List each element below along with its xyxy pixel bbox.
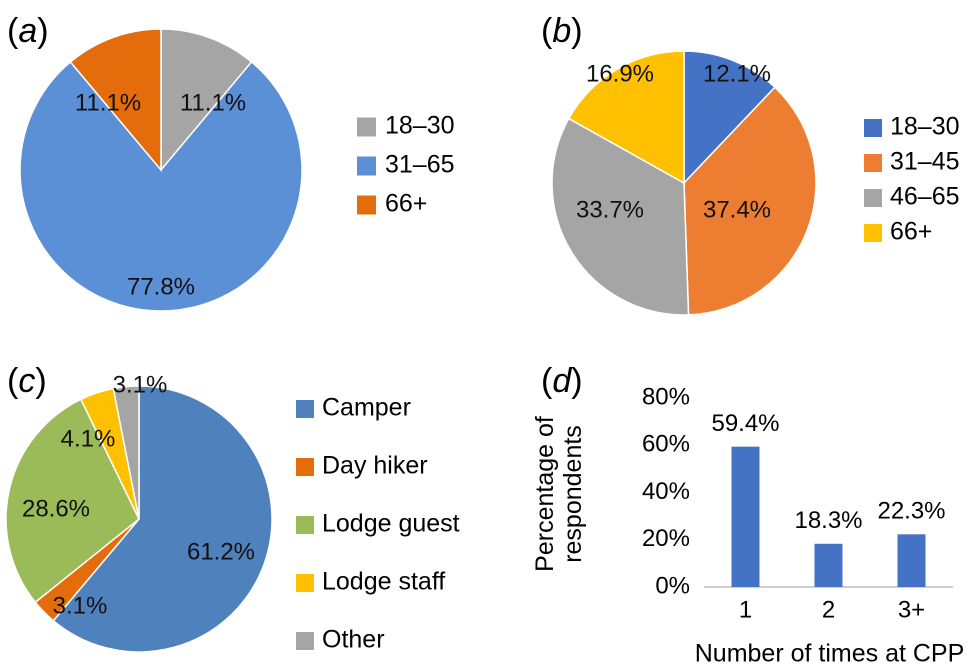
panel-a-letter: a (18, 12, 37, 50)
y-tick-label: 0% (655, 572, 690, 599)
slice-label-66: 11.1% (75, 89, 141, 116)
legend-swatch-46-65 (864, 189, 882, 207)
panel-a-label: (a) (7, 12, 49, 50)
bar-1 (731, 446, 760, 587)
panel-c: (c) 61.2% 3.1% 28.6% 4.1% 3.1% Camper Day hik… (5, 362, 460, 654)
panel-a: (a) 11.1% 77.8% 11.1% 18–30 31–65 66+ (7, 12, 455, 312)
slice-label-66: 16.9% (586, 60, 654, 87)
legend-label-lodge-staff: Lodge staff (322, 568, 445, 596)
pie-slice-66 (567, 50, 685, 185)
legend-label-66: 66+ (385, 190, 427, 218)
legend-label-lodge-guest: Lodge guest (322, 510, 460, 538)
slice-label-46-65: 33.7% (576, 196, 644, 223)
legend-swatch-18-30 (864, 119, 882, 137)
legend-label-day-hiker: Day hiker (322, 452, 428, 480)
slice-label-other: 3.1% (113, 371, 168, 398)
legend-swatch-lodge-staff (296, 574, 314, 592)
pie-slice-31-45 (683, 86, 817, 316)
slice-label-day-hiker: 3.1% (53, 592, 108, 619)
y-tick-label: 80% (642, 383, 690, 410)
legend-c: Camper Day hiker Lodge guest Lodge staff Oth… (296, 394, 460, 654)
pie-slice-other (112, 385, 140, 520)
legend-b: 18–30 31–45 46–65 66+ (864, 113, 960, 246)
panel-d-label: (d) (541, 362, 583, 400)
pie-slice-camper (52, 385, 273, 653)
legend-swatch-other (296, 632, 314, 650)
legend-swatch-66 (357, 195, 376, 215)
legend-swatch-day-hiker (296, 458, 314, 476)
y-tick-label: 60% (642, 431, 690, 458)
x-tick-label: 1 (739, 596, 752, 623)
panel-c-label: (c) (7, 362, 47, 400)
legend-a: 18–30 31–65 66+ (357, 112, 455, 218)
pie-c: 61.2% 3.1% 28.6% 4.1% 3.1% (5, 371, 273, 653)
slice-label-lodge-guest: 28.6% (22, 495, 90, 522)
bar-3 (897, 534, 926, 587)
panel-d-letter: d (552, 362, 572, 400)
slice-label-18-30: 11.1% (180, 89, 246, 116)
legend-swatch-lodge-guest (296, 516, 314, 534)
legend-label-18-30: 18–30 (890, 113, 960, 141)
y-axis-title: Percentage ofrespondents (531, 416, 587, 572)
bar-chart-d: 0% 20% 40% 60% 80% 59.4% 1 18.3% 2 22.3% 3+ Number … (531, 383, 964, 667)
legend-label-31-65: 31–65 (385, 151, 455, 179)
legend-swatch-31-65 (357, 156, 376, 176)
slice-label-camper: 61.2% (187, 538, 255, 565)
pie-slice-31-65 (19, 60, 303, 312)
legend-swatch-66 (864, 224, 882, 242)
legend-label-other: Other (322, 626, 385, 654)
legend-label-31-45: 31–45 (890, 148, 960, 176)
slice-label-lodge-staff: 4.1% (61, 425, 116, 452)
legend-label-18-30: 18–30 (385, 112, 455, 140)
panel-b-label: (b) (541, 12, 583, 50)
legend-label-46-65: 46–65 (890, 183, 960, 211)
legend-label-66: 66+ (890, 218, 932, 246)
panel-b-letter: b (552, 12, 571, 50)
x-tick-label: 3+ (898, 596, 925, 623)
legend-label-camper: Camper (322, 394, 411, 422)
legend-swatch-camper (296, 400, 314, 418)
y-axis-title-line: Percentage of (531, 416, 559, 572)
panel-d: (d) 0% 20% 40% 60% 80% 59.4% 1 18.3% 2 22.3% 3+ Num… (531, 362, 964, 668)
pie-slice-18-30 (683, 50, 776, 185)
y-tick-label: 40% (642, 478, 690, 505)
y-tick-label: 20% (642, 525, 690, 552)
x-tick-label: 2 (822, 596, 835, 623)
slice-label-31-45: 37.4% (703, 196, 771, 223)
bar-value-label: 59.4% (711, 410, 779, 437)
panel-c-letter: c (18, 362, 35, 400)
pie-a: 11.1% 77.8% 11.1% (19, 28, 303, 312)
bar-value-label: 18.3% (794, 507, 862, 534)
bar-value-label: 22.3% (877, 498, 945, 525)
legend-swatch-18-30 (357, 117, 376, 137)
pie-slice-lodge-guest (5, 398, 140, 604)
pie-b: 12.1% 37.4% 33.7% 16.9% (551, 50, 817, 316)
x-axis-title: Number of times at CPP (695, 640, 965, 668)
y-axis-title-line: respondents (559, 425, 587, 563)
bar-2 (814, 543, 843, 587)
pie-slice-18-30 (160, 28, 253, 173)
pie-slice-46-65 (551, 117, 690, 316)
slice-label-18-30: 12.1% (703, 60, 771, 87)
legend-swatch-31-45 (864, 154, 882, 172)
slice-label-31-65: 77.8% (127, 273, 195, 300)
panel-b: (b) 12.1% 37.4% 33.7% 16.9% 18–30 31–45 46–65… (541, 12, 960, 316)
pie-slice-66 (69, 28, 162, 173)
